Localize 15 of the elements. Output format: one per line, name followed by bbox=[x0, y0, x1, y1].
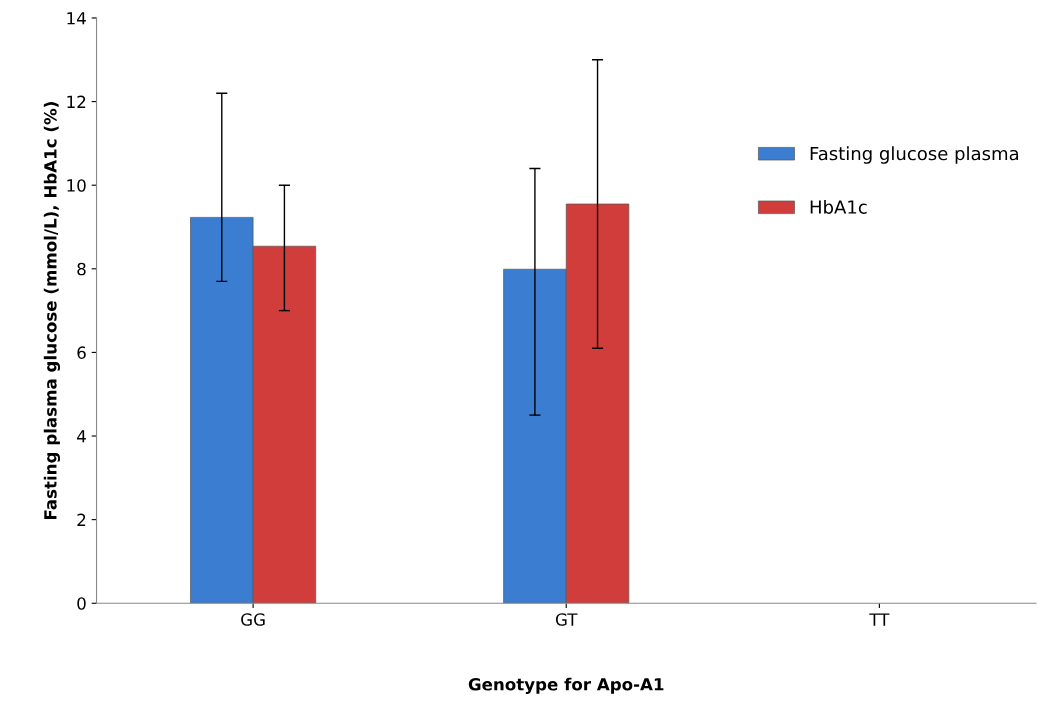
y-tick-label: 0 bbox=[77, 597, 86, 610]
x-tick-label: TT bbox=[869, 613, 890, 626]
y-axis-title: Fasting plasma glucose (mmol/L), HbA1c (%) bbox=[43, 102, 61, 520]
legend-label: HbA1c bbox=[810, 199, 867, 214]
y-tick-label: 8 bbox=[77, 262, 86, 276]
y-tick-label: 2 bbox=[77, 513, 86, 526]
y-tick-label: 12 bbox=[67, 95, 86, 108]
y-tick-label: 4 bbox=[77, 430, 86, 443]
x-axis-title: Genotype for Apo-A1 bbox=[468, 677, 664, 694]
x-tick-label: GT bbox=[555, 613, 578, 626]
y-tick-label: 6 bbox=[77, 346, 86, 359]
y-tick-label: 10 bbox=[67, 179, 86, 192]
legend-label: Fasting glucose plasma bbox=[810, 146, 1019, 164]
y-tick-label: 14 bbox=[67, 12, 86, 25]
x-tick-label: GG bbox=[241, 613, 265, 626]
